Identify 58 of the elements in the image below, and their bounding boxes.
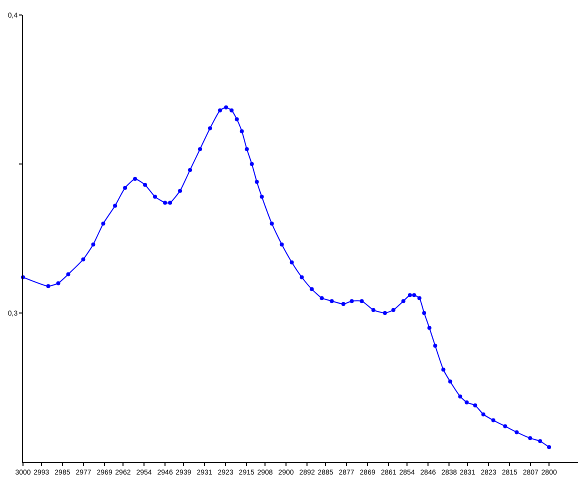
point: [101, 222, 106, 226]
point: [260, 194, 264, 199]
point: [464, 400, 469, 404]
point: [178, 188, 182, 193]
point: [433, 344, 438, 348]
point: [66, 272, 70, 276]
point: [473, 403, 478, 408]
point: [458, 394, 462, 398]
point: [123, 186, 128, 190]
point: [198, 147, 202, 152]
point: [391, 308, 396, 312]
point: [547, 445, 552, 450]
point: [330, 299, 334, 304]
point: [56, 281, 60, 286]
point: [270, 222, 274, 226]
point: [412, 293, 416, 298]
point: [538, 439, 542, 444]
point: [491, 418, 496, 422]
point: [188, 168, 192, 172]
point: [250, 162, 254, 166]
point: [224, 105, 228, 110]
point: [234, 117, 239, 122]
point: [143, 182, 148, 187]
point: [481, 412, 486, 416]
point: [503, 424, 508, 428]
point: [341, 302, 346, 306]
point: [254, 180, 259, 184]
point: [320, 296, 324, 300]
point: [360, 299, 364, 304]
point: [441, 368, 446, 372]
point: [528, 436, 532, 440]
point: [230, 108, 234, 112]
point: [208, 126, 212, 130]
point: [46, 284, 50, 288]
point: [218, 108, 222, 112]
point: [382, 311, 387, 315]
point: [422, 311, 426, 315]
point: [408, 293, 412, 298]
point: [417, 296, 422, 300]
point: [280, 242, 284, 246]
point: [448, 380, 452, 384]
point: [371, 308, 376, 312]
point: [290, 260, 294, 264]
point: [153, 194, 158, 199]
point: [427, 326, 432, 330]
point: [81, 257, 86, 262]
point: [300, 275, 304, 280]
point: [514, 430, 519, 434]
point: [163, 200, 168, 205]
point: [133, 176, 138, 181]
point: [401, 299, 406, 304]
point: [168, 200, 172, 205]
point: [91, 242, 96, 246]
point: [244, 147, 249, 152]
point: [113, 204, 118, 208]
point: [350, 299, 354, 304]
point: [240, 129, 244, 134]
point: [310, 287, 314, 292]
